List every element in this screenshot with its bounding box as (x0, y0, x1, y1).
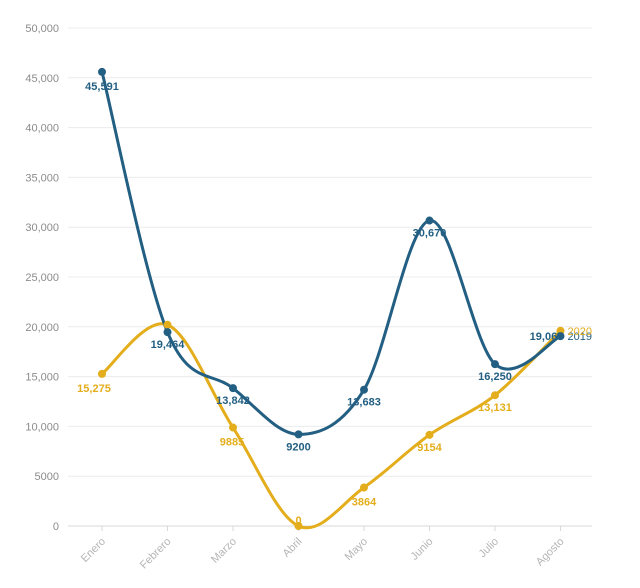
data-point-2019-junio[interactable] (425, 216, 434, 225)
data-label-2020-mayo: 3864 (352, 497, 377, 509)
data-point-2019-febrero[interactable] (163, 328, 172, 337)
data-label-2019-agosto: 19,065 (530, 331, 564, 343)
data-point-2020-enero[interactable] (98, 369, 106, 378)
data-point-2020-mayo[interactable] (360, 483, 368, 492)
grid-lines (68, 27, 592, 527)
y-tick-label: 15,000 (25, 372, 59, 384)
legend-2019: 2019 (568, 331, 592, 343)
data-point-2019-enero[interactable] (98, 67, 106, 76)
data-label-2020-enero: 15,275 (77, 383, 111, 395)
y-tick-label: 10,000 (25, 421, 59, 433)
y-tick-label: 0 (53, 521, 59, 533)
y-tick-label: 40,000 (25, 123, 59, 135)
x-tick-label-marzo: Marzo (209, 536, 239, 566)
data-labels: 45,591 19,464 13,842 9200 13,683 30,670 16,250… (77, 81, 563, 527)
x-tick-label-abril: Abril (281, 536, 305, 560)
x-axis-ticks: Enero Febrero Marzo Abril Mayo Junio Julio Agos… (79, 526, 567, 571)
y-tick-label: 25,000 (25, 272, 59, 284)
x-tick-label-febrero: Febrero (138, 536, 174, 572)
series-lines (100, 70, 562, 530)
data-label-2019-abril: 9200 (286, 441, 310, 453)
data-point-2020-febrero[interactable] (163, 320, 172, 329)
data-label-2019-julio: 16,250 (478, 371, 512, 383)
data-label-2019-marzo: 13,842 (216, 395, 250, 407)
data-label-2020-abril: 0 (295, 515, 301, 527)
x-tick-label-mayo: Mayo (343, 536, 371, 564)
data-label-2019-enero: 45,591 (85, 81, 119, 93)
series-line-2020 (100, 322, 562, 530)
data-point-2020-julio[interactable] (491, 391, 499, 400)
data-point-2019-mayo[interactable] (360, 385, 368, 394)
series-line-2019 (100, 70, 562, 436)
y-tick-label: 50,000 (25, 23, 59, 35)
data-point-2020-abril[interactable] (294, 522, 303, 530)
data-point-2019-marzo[interactable] (229, 384, 237, 393)
x-tick-label-junio: Junio (409, 536, 436, 563)
data-point-2020-junio[interactable] (425, 430, 434, 439)
data-label-2019-junio: 30,670 (413, 228, 447, 240)
data-points (98, 67, 565, 530)
y-tick-label: 30,000 (25, 222, 59, 234)
data-point-2019-agosto[interactable] (556, 332, 565, 341)
y-tick-label: 35,000 (25, 172, 59, 184)
y-axis-ticks: 0 5000 10,000 15,000 20,000 25,000 30,000 35,00… (25, 23, 59, 533)
data-label-2019-febrero: 19,464 (151, 339, 186, 351)
x-tick-label-enero: Enero (79, 536, 108, 565)
data-label-2020-junio: 9154 (417, 442, 442, 454)
y-tick-label: 5000 (35, 471, 59, 483)
data-point-2019-julio[interactable] (491, 360, 499, 369)
data-label-2020-julio: 13,131 (478, 402, 512, 414)
data-point-2020-marzo[interactable] (229, 423, 237, 432)
data-label-2019-mayo: 13,683 (347, 397, 381, 409)
legend-2020: 2020 (568, 326, 592, 338)
data-label-2020-marzo: 9885 (220, 437, 244, 449)
y-tick-label: 20,000 (25, 322, 59, 334)
x-tick-label-julio: Julio (477, 536, 501, 560)
x-tick-label-agosto: Agosto (534, 536, 567, 569)
data-point-2019-abril[interactable] (294, 430, 303, 439)
y-tick-label: 45,000 (25, 73, 59, 85)
